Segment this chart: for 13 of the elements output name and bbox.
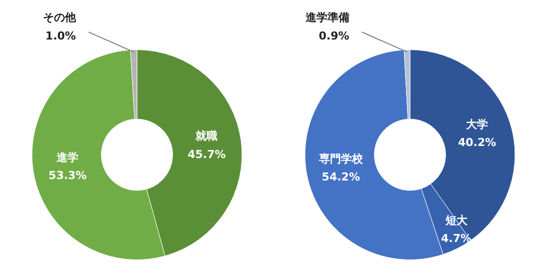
slice-label: 進学: [56, 150, 79, 164]
data-label: 45.7%: [188, 148, 226, 161]
slice-label: 就職: [194, 130, 218, 143]
data-label: 0.9%: [318, 29, 350, 42]
data-label: 1.0%: [45, 29, 76, 42]
slice-label: その他: [42, 11, 77, 24]
slice-label: 大学: [466, 118, 488, 131]
data-label: 53.3%: [48, 168, 87, 182]
slice-label: 専門学校: [318, 152, 364, 166]
data-label: 54.2%: [322, 170, 360, 184]
slice-label: 進学準備: [304, 11, 350, 24]
data-label: 40.2%: [458, 136, 496, 150]
slice-label: 短大: [444, 214, 468, 228]
